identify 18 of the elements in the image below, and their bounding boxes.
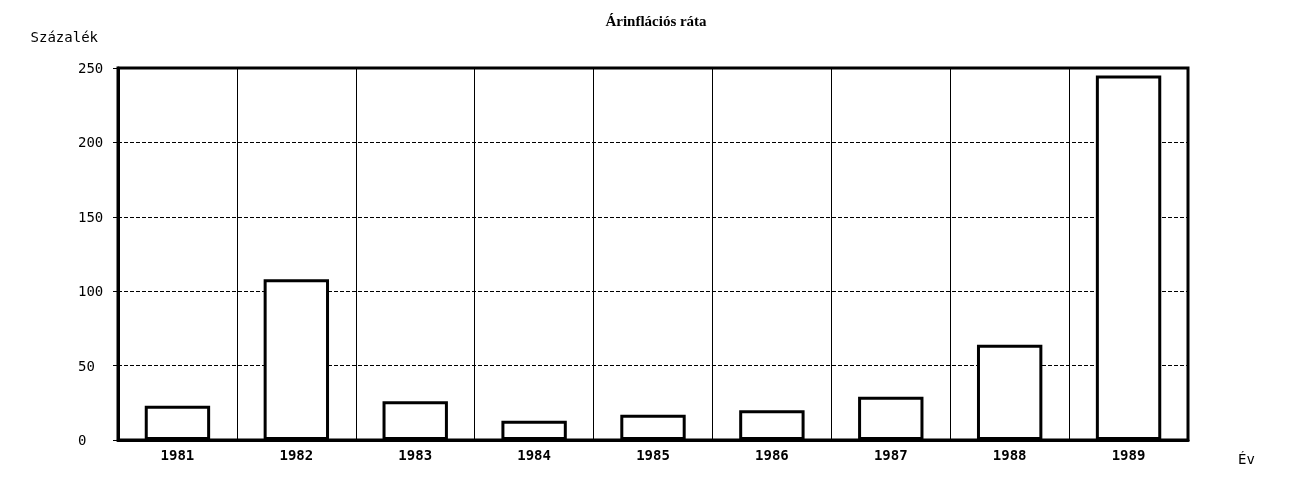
x-tick-label: 1981 [160, 447, 195, 463]
x-tick-label: 1983 [398, 447, 433, 463]
x-tick-label: 1986 [755, 447, 789, 463]
x-tick-label: 1989 [1111, 447, 1146, 463]
x-tick-label: 1982 [279, 447, 314, 463]
y-axis-title: Százalék [30, 29, 99, 45]
y-tick-label: 100 [78, 283, 104, 300]
y-tick-label: 0 [78, 432, 87, 448]
x-tick-label: 1987 [873, 447, 908, 463]
y-tick-label: 200 [78, 134, 104, 151]
x-axis-title: Év [1238, 451, 1255, 467]
y-tick-label: 250 [78, 60, 104, 76]
y-tick-label: 150 [78, 208, 104, 225]
x-tick-label: 1988 [992, 447, 1027, 463]
x-tick-label: 1984 [517, 447, 551, 463]
y-tick-label: 50 [78, 357, 95, 374]
x-tick-label: 1985 [636, 447, 670, 463]
chart-title: Árinflációs ráta [605, 12, 708, 29]
